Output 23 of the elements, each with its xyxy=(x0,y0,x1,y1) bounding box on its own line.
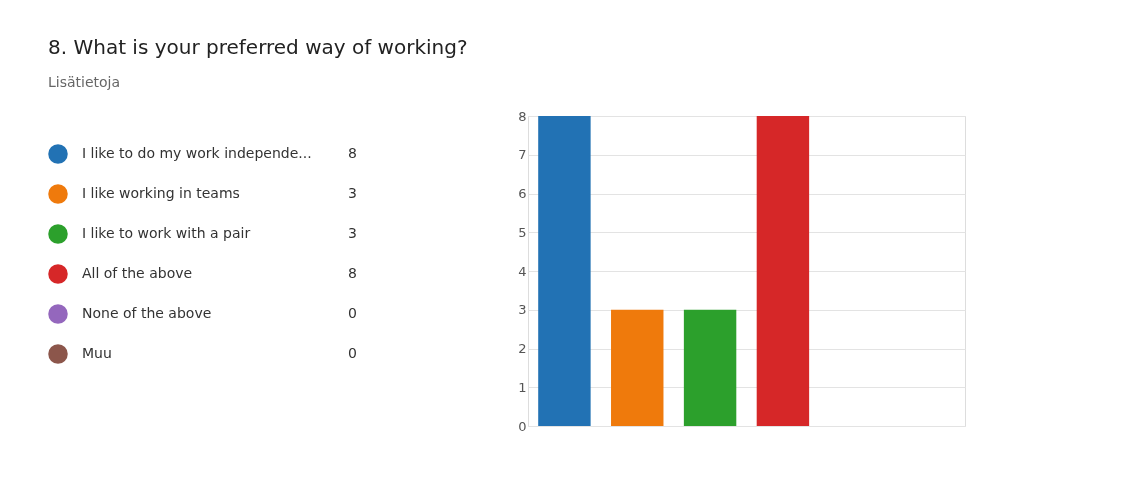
y-tick-label: 8 xyxy=(518,108,527,124)
legend-label: Muu xyxy=(82,345,112,361)
text: 8 xyxy=(348,145,357,161)
y-tick-label: 2 xyxy=(518,341,527,356)
legend-label: None of the above xyxy=(82,305,212,321)
y-tick-label: 3 xyxy=(518,302,527,318)
y-tick-label: 0 xyxy=(518,418,527,434)
y-tick-label: 7 xyxy=(518,147,527,163)
y-tick-label: 6 xyxy=(518,186,527,201)
y-tick-label: 5 xyxy=(518,224,527,240)
y-tick-label: 4 xyxy=(518,263,527,279)
text: Lisätietoja xyxy=(48,74,121,90)
text: 8 xyxy=(348,265,357,281)
text: 0 xyxy=(348,305,357,321)
legend-label: All of the above xyxy=(82,265,193,281)
text: 3 xyxy=(348,225,357,241)
legend-label: I like to do my work independe... xyxy=(82,145,312,161)
text: 0 xyxy=(348,345,357,361)
text: 3 xyxy=(348,185,357,201)
y-tick-label: 1 xyxy=(518,379,527,395)
legend-label: I like working in teams xyxy=(82,185,240,201)
text: 8. What is your preferred way of working? xyxy=(48,35,468,59)
legend-label: I like to work with a pair xyxy=(82,225,251,241)
